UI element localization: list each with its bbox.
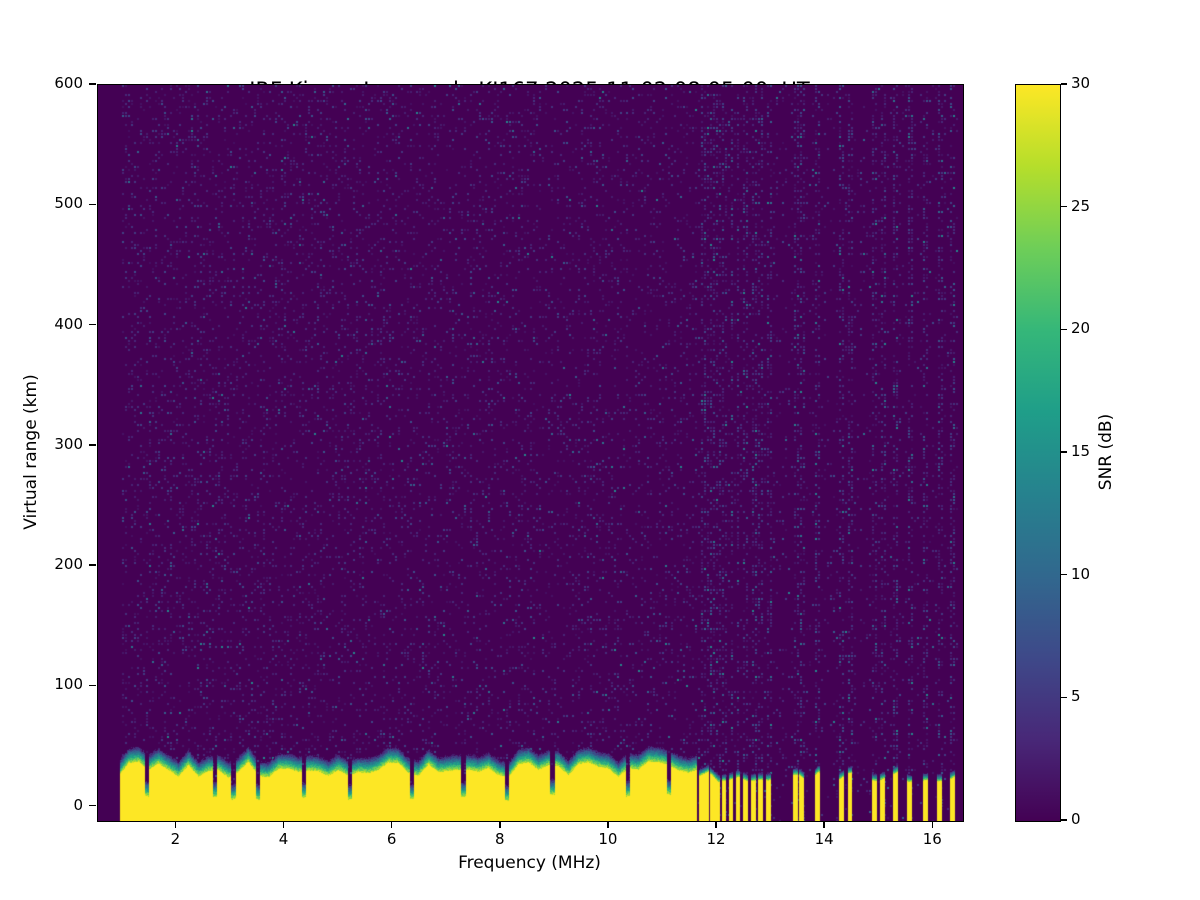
colorbar-tick-mark xyxy=(1061,573,1067,576)
y-axis-label: Virtual range (km) xyxy=(21,374,41,530)
y-tick-mark xyxy=(89,804,96,807)
x-tick-label: 14 xyxy=(814,830,834,848)
colorbar-tick-label: 0 xyxy=(1071,810,1081,828)
x-tick-mark xyxy=(174,821,177,828)
colorbar-tick-label: 20 xyxy=(1071,319,1091,338)
colorbar xyxy=(1015,84,1061,822)
colorbar-tick-mark xyxy=(1061,328,1067,331)
y-tick-mark xyxy=(89,203,96,205)
colorbar-tick-mark xyxy=(1061,696,1067,699)
y-tick-label: 300 xyxy=(54,434,83,453)
y-tick-mark xyxy=(89,323,96,326)
heatmap-canvas xyxy=(98,85,963,821)
colorbar-tick-mark xyxy=(1061,819,1067,821)
x-tick-label: 2 xyxy=(170,830,181,848)
y-tick-label: 400 xyxy=(54,314,83,333)
x-tick-label: 6 xyxy=(386,830,397,848)
plot-area xyxy=(97,84,964,822)
x-tick-label: 16 xyxy=(922,830,942,848)
colorbar-tick-label: 10 xyxy=(1071,564,1091,583)
y-tick-label: 600 xyxy=(54,74,83,92)
x-tick-mark xyxy=(823,821,825,828)
x-tick-mark xyxy=(607,821,609,828)
x-tick-label: 4 xyxy=(278,830,289,848)
y-tick-mark xyxy=(89,564,96,566)
x-tick-label: 12 xyxy=(706,830,726,848)
y-tick-mark xyxy=(89,684,96,687)
x-tick-mark xyxy=(282,821,285,828)
x-tick-label: 8 xyxy=(494,830,505,848)
y-tick-mark xyxy=(89,444,96,446)
x-tick-mark xyxy=(931,821,934,828)
colorbar-gradient xyxy=(1016,85,1060,821)
x-tick-mark xyxy=(390,821,393,828)
y-tick-label: 0 xyxy=(73,795,83,814)
y-tick-label: 500 xyxy=(54,194,83,213)
colorbar-tick-label: 30 xyxy=(1071,74,1091,92)
colorbar-tick-label: 15 xyxy=(1071,442,1091,460)
y-tick-label: 200 xyxy=(54,555,83,574)
x-tick-mark xyxy=(715,821,717,828)
colorbar-tick-mark xyxy=(1061,205,1067,208)
x-tick-mark xyxy=(499,821,501,828)
colorbar-tick-label: 25 xyxy=(1071,196,1091,215)
colorbar-tick-label: 5 xyxy=(1071,687,1081,706)
y-tick-mark xyxy=(89,83,96,85)
x-tick-label: 10 xyxy=(598,830,618,848)
colorbar-tick-mark xyxy=(1061,83,1067,85)
colorbar-tick-mark xyxy=(1061,451,1067,453)
x-axis-label: Frequency (MHz) xyxy=(458,853,601,873)
y-tick-label: 100 xyxy=(54,675,83,694)
